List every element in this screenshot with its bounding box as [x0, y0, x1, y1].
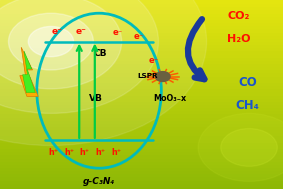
- Circle shape: [0, 0, 122, 89]
- Text: H₂O: H₂O: [227, 34, 251, 44]
- Polygon shape: [20, 47, 38, 96]
- Bar: [0, 164, 283, 167]
- Bar: [0, 129, 283, 132]
- Circle shape: [221, 129, 277, 166]
- Text: LSPR: LSPR: [138, 73, 158, 79]
- Bar: [0, 107, 283, 110]
- Bar: [0, 88, 283, 91]
- Circle shape: [0, 0, 158, 113]
- Bar: [0, 94, 283, 98]
- Bar: [0, 113, 283, 117]
- Bar: [0, 32, 283, 35]
- Bar: [0, 53, 283, 57]
- Bar: [0, 145, 283, 148]
- Bar: [0, 76, 283, 79]
- Bar: [0, 173, 283, 176]
- Bar: [0, 38, 283, 41]
- Text: CH₄: CH₄: [236, 99, 260, 112]
- Bar: [0, 180, 283, 183]
- Bar: [0, 0, 283, 3]
- Text: CO: CO: [238, 76, 257, 89]
- Text: h⁺: h⁺: [80, 148, 90, 157]
- Bar: [0, 35, 283, 38]
- Circle shape: [8, 13, 93, 70]
- Text: e⁻: e⁻: [134, 32, 144, 41]
- Bar: [0, 69, 283, 72]
- Bar: [0, 151, 283, 154]
- Bar: [0, 19, 283, 22]
- Bar: [0, 142, 283, 145]
- Text: h⁺: h⁺: [111, 148, 121, 157]
- Bar: [0, 148, 283, 151]
- Bar: [0, 136, 283, 139]
- Bar: [0, 101, 283, 104]
- Circle shape: [155, 72, 170, 81]
- Bar: [0, 63, 283, 66]
- Bar: [0, 123, 283, 126]
- Bar: [0, 85, 283, 88]
- Text: CO₂: CO₂: [228, 11, 250, 21]
- Bar: [0, 117, 283, 120]
- Bar: [0, 157, 283, 161]
- Text: VB: VB: [89, 94, 103, 103]
- Bar: [0, 170, 283, 173]
- Bar: [0, 16, 283, 19]
- Text: e⁻: e⁻: [149, 56, 159, 65]
- Bar: [0, 183, 283, 186]
- Bar: [0, 104, 283, 107]
- Bar: [0, 82, 283, 85]
- Bar: [0, 139, 283, 142]
- Polygon shape: [23, 51, 35, 93]
- Text: g-C₃N₄: g-C₃N₄: [83, 177, 115, 186]
- Bar: [0, 132, 283, 136]
- Bar: [0, 72, 283, 76]
- Text: e⁻: e⁻: [51, 27, 62, 36]
- Bar: [0, 186, 283, 189]
- Bar: [0, 154, 283, 157]
- Bar: [0, 6, 283, 9]
- FancyArrowPatch shape: [188, 19, 204, 79]
- Bar: [0, 110, 283, 113]
- Bar: [0, 41, 283, 44]
- Circle shape: [28, 26, 74, 57]
- Bar: [0, 161, 283, 164]
- Bar: [0, 50, 283, 53]
- Bar: [0, 57, 283, 60]
- Circle shape: [0, 0, 207, 146]
- Text: e⁻: e⁻: [75, 27, 86, 36]
- Bar: [0, 91, 283, 94]
- Bar: [0, 13, 283, 16]
- Text: h⁺: h⁺: [49, 148, 59, 157]
- Bar: [0, 28, 283, 32]
- Bar: [0, 3, 283, 6]
- Circle shape: [198, 113, 283, 181]
- Bar: [0, 60, 283, 63]
- Bar: [0, 79, 283, 82]
- Bar: [0, 98, 283, 101]
- Text: MoO₃₋x: MoO₃₋x: [153, 94, 186, 103]
- Text: h⁺: h⁺: [64, 148, 74, 157]
- Text: h⁺: h⁺: [95, 148, 106, 157]
- Bar: [0, 126, 283, 129]
- Text: CB: CB: [94, 49, 107, 58]
- Bar: [0, 9, 283, 13]
- Bar: [0, 120, 283, 123]
- Bar: [0, 66, 283, 69]
- Text: e⁻: e⁻: [112, 28, 123, 37]
- Bar: [0, 47, 283, 50]
- Bar: [0, 44, 283, 47]
- Bar: [0, 176, 283, 180]
- Bar: [0, 25, 283, 28]
- Bar: [0, 22, 283, 25]
- Bar: [0, 167, 283, 170]
